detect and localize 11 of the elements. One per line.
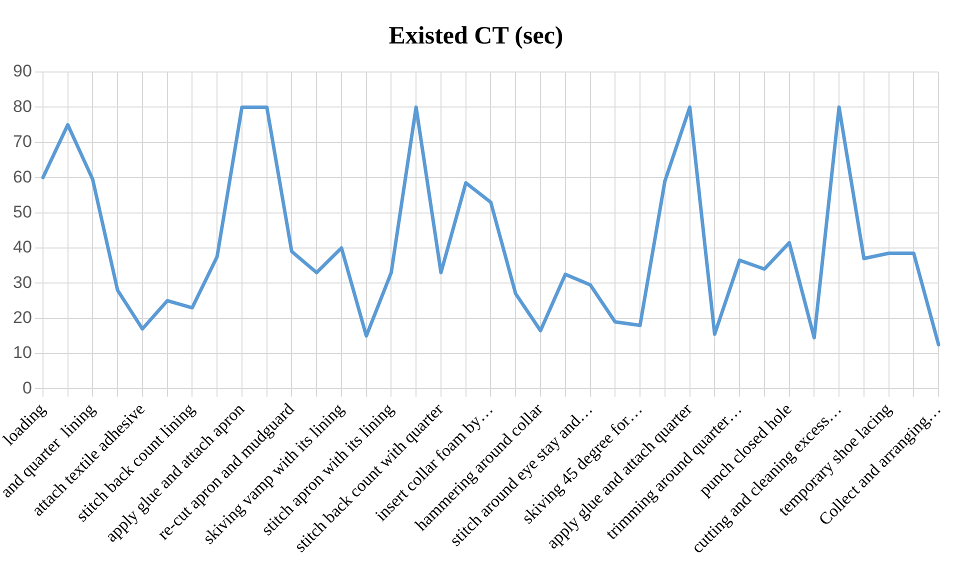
y-tick-label: 90: [12, 62, 32, 81]
chart-title: Existed CT (sec): [388, 22, 564, 50]
y-tick-label: 0: [22, 378, 32, 398]
y-tick-label: 40: [12, 238, 32, 257]
y-tick-label: 80: [12, 96, 32, 116]
y-tick-label: 60: [12, 167, 32, 186]
y-tick-label: 20: [12, 308, 32, 328]
y-tick-label: 10: [12, 343, 32, 362]
y-tick-label: 30: [12, 272, 32, 292]
y-tick-label: 50: [12, 202, 32, 222]
y-tick-label: 70: [12, 132, 32, 152]
